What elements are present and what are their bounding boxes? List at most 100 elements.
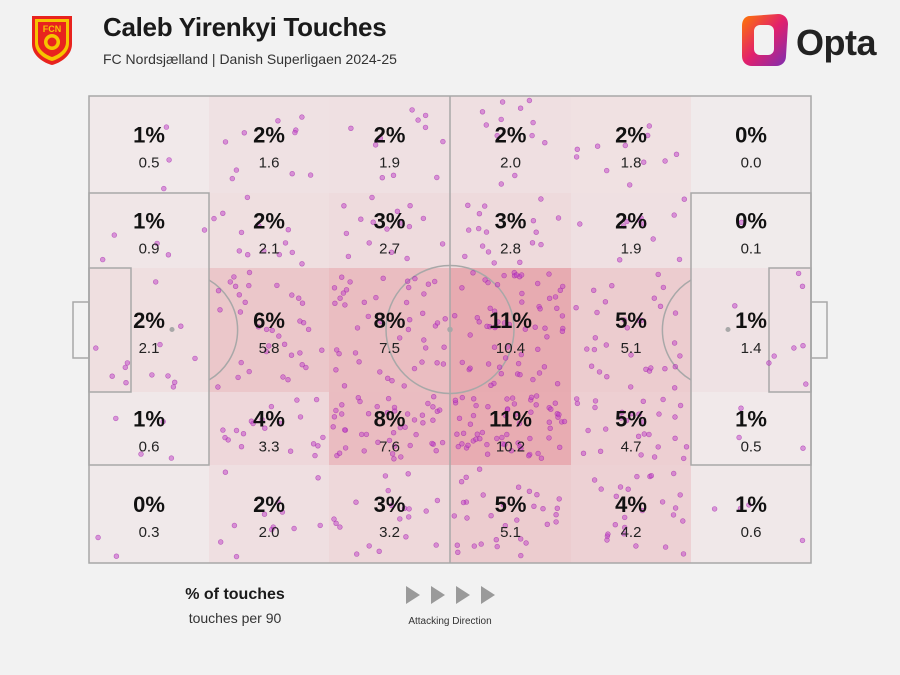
touch-dot xyxy=(342,427,348,433)
touch-dot xyxy=(261,248,267,254)
touch-dot xyxy=(528,394,535,400)
touch-dot xyxy=(498,181,504,187)
touch-dot xyxy=(509,395,516,401)
touch-dot xyxy=(397,424,403,431)
touch-dot xyxy=(232,283,239,289)
touch-dot xyxy=(394,208,401,215)
arrow-right-icon xyxy=(430,586,445,604)
touch-dot xyxy=(385,395,392,402)
touch-dot xyxy=(498,371,504,377)
touch-dot xyxy=(795,270,802,277)
touch-dot xyxy=(803,381,809,387)
cell-percent-label: 1% xyxy=(133,407,165,432)
touch-dot xyxy=(465,442,471,448)
touch-dot xyxy=(602,299,609,305)
touch-dot xyxy=(459,285,465,291)
touch-dot xyxy=(628,352,634,358)
touch-dot xyxy=(406,284,412,291)
touch-dot xyxy=(483,122,489,128)
touch-dot xyxy=(633,543,639,549)
touch-dot xyxy=(662,544,669,550)
touch-dot xyxy=(651,454,658,460)
touch-dot xyxy=(161,185,167,192)
touch-dot xyxy=(227,279,234,285)
cell-per90-label: 3.2 xyxy=(379,524,400,541)
touch-dot xyxy=(421,337,427,343)
touch-dot xyxy=(233,427,240,434)
touch-dot xyxy=(559,313,566,319)
touch-dot xyxy=(680,455,687,462)
touch-dot xyxy=(535,346,541,352)
touch-dot xyxy=(391,456,397,462)
touch-dot xyxy=(339,274,345,280)
touch-dot xyxy=(552,400,558,406)
touch-dot xyxy=(256,223,262,229)
touch-dot xyxy=(263,348,270,355)
touch-dot xyxy=(401,505,408,511)
touch-dot xyxy=(391,404,398,411)
touch-dot xyxy=(473,402,479,409)
touch-dot xyxy=(746,502,752,508)
touch-dot xyxy=(573,154,580,160)
touch-dot xyxy=(478,541,484,547)
touch-dot xyxy=(297,350,303,356)
cell-per90-label: 2.0 xyxy=(259,524,280,541)
touch-dot xyxy=(546,435,552,441)
touch-dot xyxy=(380,275,386,281)
touch-dot xyxy=(430,404,436,410)
touch-dot xyxy=(670,470,677,477)
touch-dot xyxy=(376,548,382,554)
touch-dot xyxy=(352,350,359,356)
touch-dot xyxy=(280,374,286,380)
touch-dot xyxy=(561,418,568,425)
touch-dot xyxy=(671,212,677,218)
touch-dot xyxy=(491,260,497,266)
touch-dot xyxy=(439,241,446,247)
touch-dot xyxy=(553,511,559,518)
touch-dot xyxy=(499,99,506,105)
touch-dot xyxy=(353,499,359,505)
touch-dot xyxy=(425,281,432,287)
cell-per90-label: 0.0 xyxy=(741,155,762,172)
touch-dot xyxy=(673,151,680,158)
touch-dot xyxy=(641,431,647,437)
touch-dot xyxy=(354,325,361,331)
touch-dot xyxy=(388,249,395,256)
touch-dot xyxy=(337,295,343,301)
touch-dot xyxy=(502,355,509,361)
touch-dot xyxy=(522,326,528,332)
touch-dot xyxy=(423,508,429,514)
brand-name: Opta xyxy=(796,22,877,63)
touch-dot xyxy=(485,249,492,255)
touch-dot xyxy=(736,434,742,441)
touch-dot xyxy=(711,506,718,512)
touch-dot xyxy=(454,542,460,548)
touch-dot xyxy=(613,493,619,499)
touch-dot xyxy=(467,365,473,371)
touch-dot xyxy=(559,283,566,290)
cell-percent-label: 2% xyxy=(495,123,527,148)
touch-dot xyxy=(535,450,541,457)
touch-dot xyxy=(340,290,347,296)
page-subtitle: FC Nordsjælland | Danish Superligaen 202… xyxy=(103,51,397,67)
touch-dot xyxy=(406,223,413,230)
touch-dot xyxy=(517,105,524,111)
touch-dot xyxy=(390,430,397,436)
touch-dot xyxy=(341,383,348,389)
touch-dot xyxy=(269,526,275,533)
touch-dot xyxy=(462,253,468,260)
touch-dot xyxy=(312,452,318,459)
touch-dot xyxy=(534,492,540,498)
touch-dot xyxy=(646,431,652,438)
touch-dot xyxy=(494,435,500,442)
touch-dot xyxy=(122,364,129,371)
touch-dot xyxy=(604,374,610,380)
heat-cell xyxy=(209,193,329,268)
touch-dot xyxy=(397,335,403,341)
touch-dot xyxy=(494,282,501,288)
touch-dot xyxy=(656,411,662,417)
cell-per90-label: 1.4 xyxy=(741,340,762,357)
cell-percent-label: 2% xyxy=(374,123,406,148)
cell-percent-label: 11% xyxy=(489,308,532,333)
touch-dot xyxy=(218,539,224,545)
